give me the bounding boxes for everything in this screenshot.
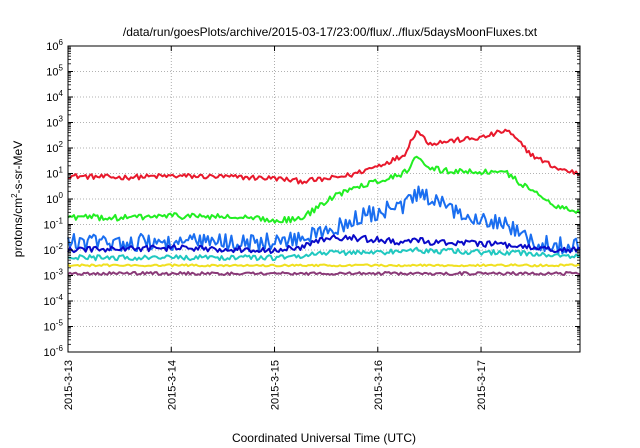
y-tick-exponent: 1	[58, 166, 63, 175]
y-tick-label: 102	[46, 140, 63, 155]
y-tick-base: 10	[44, 271, 56, 283]
x-axis-label: Coordinated Universal Time (UTC)	[232, 431, 416, 445]
series-lines	[67, 128, 581, 276]
y-tick-label: 104	[46, 89, 63, 104]
series-line	[67, 271, 581, 276]
series-line	[67, 263, 581, 268]
y-tick-base: 10	[46, 118, 58, 130]
y-tick-label: 10-6	[44, 344, 64, 359]
x-tick-label: 2015-3-14	[166, 360, 178, 410]
y-axis-label-text-rest: -s-sr-MeV	[11, 141, 25, 194]
y-tick-exponent: -2	[56, 242, 64, 251]
y-tick-base: 10	[44, 322, 56, 334]
x-tick-label: 2015-3-16	[373, 360, 385, 410]
x-tick-label: 2015-3-15	[270, 360, 282, 410]
y-tick-exponent: 2	[58, 140, 63, 149]
y-tick-exponent: 6	[58, 38, 63, 47]
x-tick-label: 2015-3-13	[63, 360, 75, 410]
y-tick-exponent: 5	[58, 64, 63, 73]
y-tick-exponent: -4	[56, 293, 64, 302]
y-axis-label-text: protons/cm	[11, 198, 25, 257]
y-axis-label-superscript: 2	[10, 193, 19, 198]
grid	[68, 46, 580, 352]
y-tick-base: 10	[46, 169, 58, 181]
y-tick-exponent: 4	[58, 89, 63, 98]
y-tick-base: 10	[46, 194, 58, 206]
y-tick-exponent: 3	[58, 115, 63, 124]
y-tick-base: 10	[44, 347, 56, 359]
y-tick-exponent: -3	[56, 268, 64, 277]
y-tick-label: 10-2	[44, 242, 64, 257]
x-axis-ticks: 2015-3-13 2015-3-14 2015-3-15 2015-3-16 2015…	[63, 46, 488, 410]
y-tick-label: 10-3	[44, 268, 64, 283]
series-line	[67, 155, 581, 224]
series-line	[67, 234, 581, 254]
y-axis-label: protons/cm2-s-sr-MeV	[10, 141, 25, 257]
y-tick-label: 100	[46, 191, 63, 206]
y-tick-exponent: -5	[56, 319, 64, 328]
y-tick-label: 106	[46, 38, 63, 53]
y-tick-exponent: -6	[56, 344, 64, 353]
y-tick-base: 10	[44, 245, 56, 257]
y-tick-base: 10	[46, 41, 58, 53]
chart-title: /data/run/goesPlots/archive/2015-03-17/2…	[123, 25, 538, 39]
y-axis-ticks: 10-610-510-410-310-210-11001011021031041…	[44, 38, 580, 359]
y-tick-label: 10-5	[44, 319, 64, 334]
y-tick-base: 10	[44, 296, 56, 308]
y-tick-label: 105	[46, 64, 63, 79]
y-tick-base: 10	[46, 67, 58, 79]
y-tick-label: 10-4	[44, 293, 64, 308]
series-line	[67, 128, 581, 185]
y-tick-base: 10	[44, 220, 56, 232]
y-tick-label: 103	[46, 115, 63, 130]
series-line	[67, 246, 581, 262]
x-tick-label: 2015-3-17	[476, 360, 488, 410]
y-tick-base: 10	[46, 92, 58, 104]
y-tick-exponent: -1	[56, 217, 64, 226]
y-tick-exponent: 0	[58, 191, 63, 200]
y-tick-base: 10	[46, 143, 58, 155]
y-tick-label: 101	[46, 166, 63, 181]
y-tick-label: 10-1	[44, 217, 64, 232]
